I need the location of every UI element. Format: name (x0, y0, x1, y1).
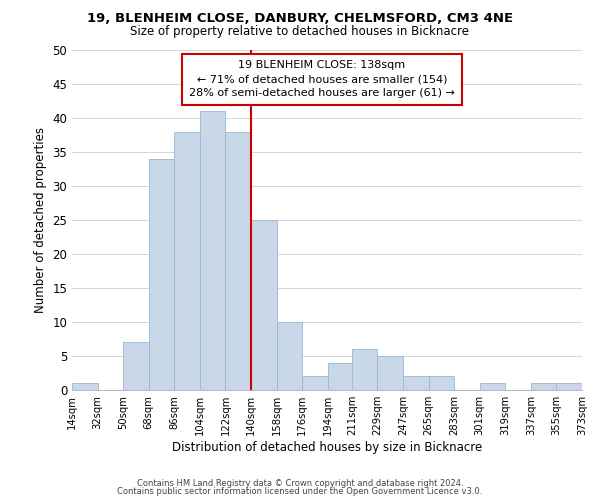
Bar (174, 132, 200, 390)
Bar (200, 111, 226, 390)
Bar (226, 132, 251, 390)
Y-axis label: Number of detached properties: Number of detached properties (34, 127, 47, 313)
Bar (531, 383, 556, 390)
Text: Contains HM Land Registry data © Crown copyright and database right 2024.: Contains HM Land Registry data © Crown c… (137, 478, 463, 488)
Bar (377, 356, 403, 390)
Bar (72, 383, 98, 390)
Text: 19, BLENHEIM CLOSE, DANBURY, CHELMSFORD, CM3 4NE: 19, BLENHEIM CLOSE, DANBURY, CHELMSFORD,… (87, 12, 513, 26)
Bar (149, 159, 174, 390)
Bar (328, 363, 353, 390)
Bar (556, 383, 582, 390)
Text: Size of property relative to detached houses in Bicknacre: Size of property relative to detached ho… (131, 25, 470, 38)
Bar (277, 322, 302, 390)
Bar (251, 220, 277, 390)
Bar (428, 376, 454, 390)
Bar (302, 376, 328, 390)
X-axis label: Distribution of detached houses by size in Bicknacre: Distribution of detached houses by size … (172, 441, 482, 454)
Bar (403, 376, 428, 390)
Text: 19 BLENHEIM CLOSE: 138sqm
← 71% of detached houses are smaller (154)
28% of semi: 19 BLENHEIM CLOSE: 138sqm ← 71% of detac… (189, 60, 455, 98)
Bar (352, 349, 377, 390)
Bar (123, 342, 149, 390)
Bar (480, 383, 505, 390)
Text: Contains public sector information licensed under the Open Government Licence v3: Contains public sector information licen… (118, 487, 482, 496)
